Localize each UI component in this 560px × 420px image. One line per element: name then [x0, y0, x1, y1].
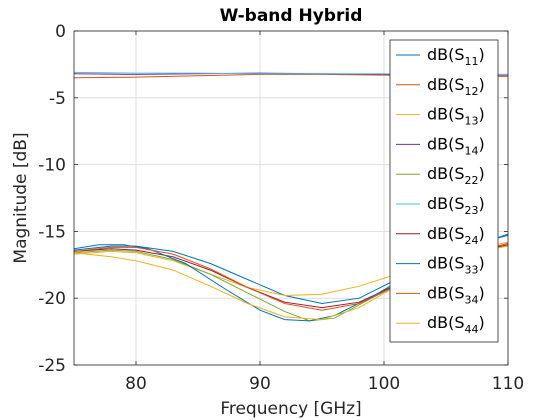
legend-label-subscript: 12	[465, 85, 479, 98]
legend-label: dB(S22)	[427, 164, 485, 187]
legend-label-paren: )	[479, 224, 485, 243]
legend-label-paren: )	[479, 105, 485, 124]
legend-label: dB(S11)	[427, 45, 485, 68]
legend-label: dB(S34)	[427, 283, 485, 306]
legend-label: dB(S23)	[427, 194, 485, 217]
y-tick-label: -20	[38, 289, 66, 309]
legend-label-text: dB(S	[427, 134, 465, 153]
legend-label-subscript: 24	[465, 234, 479, 247]
legend: dB(S11)dB(S12)dB(S13)dB(S14)dB(S22)dB(S2…	[389, 39, 499, 343]
legend-label-subscript: 33	[465, 264, 479, 277]
y-tick-label: -25	[38, 356, 66, 376]
legend-label-subscript: 22	[465, 174, 479, 187]
legend-label-text: dB(S	[427, 313, 465, 332]
x-tick-label: 110	[492, 374, 524, 394]
legend-label-text: dB(S	[427, 164, 465, 183]
legend-label-paren: )	[479, 313, 485, 332]
legend-label-text: dB(S	[427, 224, 465, 243]
legend-label-paren: )	[479, 75, 485, 94]
y-tick-label: -15	[38, 222, 66, 242]
legend-label-text: dB(S	[427, 75, 465, 94]
x-axis: 80 90 100 110	[125, 31, 524, 394]
y-axis: 0 -5 -10 -15 -20 -25	[38, 22, 508, 376]
legend-label-text: dB(S	[427, 254, 465, 273]
legend-label-subscript: 44	[465, 323, 479, 336]
legend-label: dB(S12)	[427, 75, 485, 98]
legend-label-paren: )	[479, 283, 485, 302]
legend-label-paren: )	[479, 164, 485, 183]
legend-label-subscript: 34	[465, 293, 479, 306]
y-tick-label: -5	[49, 89, 66, 109]
x-tick-label: 80	[125, 374, 147, 394]
legend-label-paren: )	[479, 134, 485, 153]
x-axis-label: Frequency [GHz]	[220, 399, 361, 419]
legend-label-text: dB(S	[427, 283, 465, 302]
y-axis-label: Magnitude [dB]	[11, 132, 31, 263]
x-tick-label: 90	[249, 374, 271, 394]
legend-label-paren: )	[479, 194, 485, 213]
x-tick-label: 100	[368, 374, 400, 394]
legend-label-subscript: 14	[465, 144, 479, 157]
legend-label-paren: )	[479, 45, 485, 64]
legend-label: dB(S13)	[427, 105, 485, 128]
legend-label-subscript: 11	[465, 55, 479, 68]
legend-label-text: dB(S	[427, 45, 465, 64]
y-tick-label: 0	[55, 22, 66, 42]
legend-label: dB(S33)	[427, 254, 485, 277]
legend-label-paren: )	[479, 254, 485, 273]
y-tick-label: -10	[38, 156, 66, 176]
legend-label-subscript: 23	[465, 204, 479, 217]
legend-label-text: dB(S	[427, 105, 465, 124]
legend-label: dB(S44)	[427, 313, 485, 336]
chart-title: W-band Hybrid	[220, 6, 363, 26]
legend-box	[389, 39, 499, 343]
legend-label-subscript: 13	[465, 115, 479, 128]
legend-label: dB(S24)	[427, 224, 485, 247]
legend-label-text: dB(S	[427, 194, 465, 213]
legend-label: dB(S14)	[427, 134, 485, 157]
axes-box	[73, 30, 509, 366]
